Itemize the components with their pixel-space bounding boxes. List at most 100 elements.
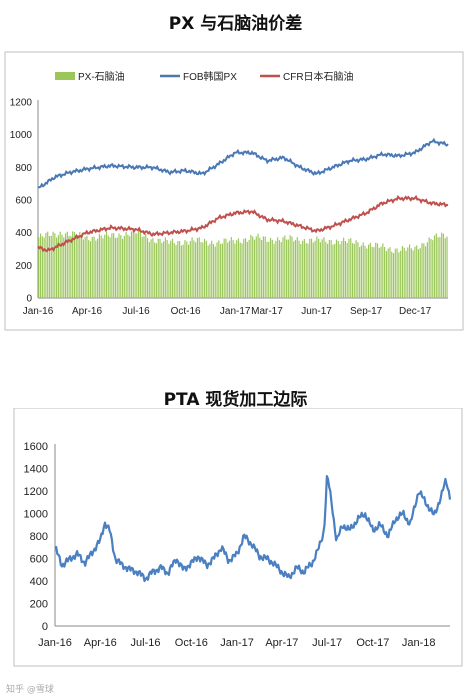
chart-1-bar [300,244,302,298]
chart-1-bar [227,242,229,298]
chart-1-ytick-label: 600 [15,196,32,207]
chart-1-bar [426,242,428,298]
chart-2-ytick-label: 0 [42,621,48,633]
chart-1-xtick-label: Jul-16 [122,306,150,317]
chart-1-bar [346,242,348,298]
chart-1-bar [264,236,266,298]
chart-1-bar [70,235,72,298]
chart-1-bar [104,234,106,298]
chart-1-bar [408,244,411,298]
chart-2-ytick-label: 200 [30,599,48,611]
chart-1-bar [139,231,141,298]
chart-1-bar [195,242,197,298]
chart-1-bar [371,246,373,298]
chart-1-bar [257,233,259,298]
chart-2-xtick-label: Apr-16 [84,637,117,649]
chart-1-bar [186,241,188,298]
chart-1-bar [389,247,391,298]
chart-2-xtick-label: Jan-18 [402,637,436,649]
chart-1-bar [145,233,147,298]
chart-1-bar [64,233,67,298]
chart-1-ytick-label: 400 [15,228,32,239]
chart-1-bar [268,241,270,298]
chart-1-bar [321,239,323,298]
chart-1-bar [287,239,289,298]
chart-1-bar [396,248,398,298]
chart-1-bar [310,238,313,298]
chart-1-bar [357,242,359,298]
chart-1-bar [280,241,282,298]
chart-1-bar [223,238,225,298]
chart-1-bar [253,239,256,298]
chart-1-bar [252,236,254,298]
chart-1-xtick-label: Sep-17 [350,306,383,317]
chart-1-bar [230,237,232,298]
chart-1-bar [88,240,90,298]
chart-1-ytick-label: 1000 [10,130,33,141]
chart-2-frame [13,408,463,667]
chart-1-bar [159,238,161,298]
chart-1-bar [79,231,81,298]
chart-1-bar [57,235,59,298]
chart-1-bar [95,240,97,298]
chart-1-bar [271,239,273,298]
chart-1-bar [234,243,236,298]
chart-1-bar [302,240,304,298]
chart-1-bar [171,238,174,298]
chart-1-bar [326,243,329,298]
chart-1-bar [339,244,341,298]
chart-1-bar [328,240,330,298]
chart-1-bar [38,237,40,298]
chart-1-bar [244,238,247,298]
chart-1-bar [54,233,56,298]
chart-1-bar [439,237,441,298]
chart-1-bar [392,253,395,298]
chart-1-bar [262,236,264,298]
chart-1-bar [266,241,268,298]
chart-2-ytick-label: 400 [30,576,48,588]
chart-1-bar [39,233,42,298]
chart-1-bar [56,237,58,298]
chart-1-xtick-label: Dec-17 [399,306,432,317]
chart-1-bar [105,231,108,298]
chart-1-bar [412,250,414,298]
chart-2-xtick-label: Jan-17 [220,637,254,649]
chart-1-bar [417,249,420,298]
chart-1-bar [138,229,140,298]
chart-1-bar [212,244,215,298]
chart-1-bar [50,235,52,298]
chart-1-bar [179,241,181,298]
chart-2-xtick-label: Apr-17 [265,637,298,649]
chart-1-bar [155,243,158,298]
chart-1-bar [369,242,371,298]
chart-1-bar [353,243,355,298]
chart-1-bar [216,242,218,298]
chart-2-title: PTA 现货加工边际 [163,390,308,410]
chart-1-legend-label: PX-石脑油 [78,70,125,83]
chart-1-bar [200,242,202,298]
chart-1-bar [243,238,245,298]
chart-1-bar [136,233,138,298]
chart-1-bar [359,247,361,298]
chart-1-bar [132,229,134,298]
chart-1-bar [59,231,61,298]
chart-1-bar [351,243,354,298]
chart-2-xtick-label: Jul-16 [131,637,161,649]
chart-1-legend-swatch [55,72,75,80]
chart-1-bar [403,247,405,298]
chart-1-bar [278,240,281,298]
chart-1-bar [154,242,156,298]
chart-1-bar [367,244,370,298]
chart-1-bar [98,233,100,298]
chart-1-bar [314,240,316,298]
chart-1-bar [161,242,163,298]
chart-1-bar [121,238,124,298]
chart-1-bar [180,245,182,298]
chart-1-bar [189,241,191,298]
chart-1-bar [316,236,318,298]
chart-1-xtick-label: Jan-17 [220,306,251,317]
chart-1-bar [378,247,380,298]
chart-1-bar [196,238,199,298]
chart-1-bar [410,248,412,298]
chart-1-bar [259,237,261,298]
